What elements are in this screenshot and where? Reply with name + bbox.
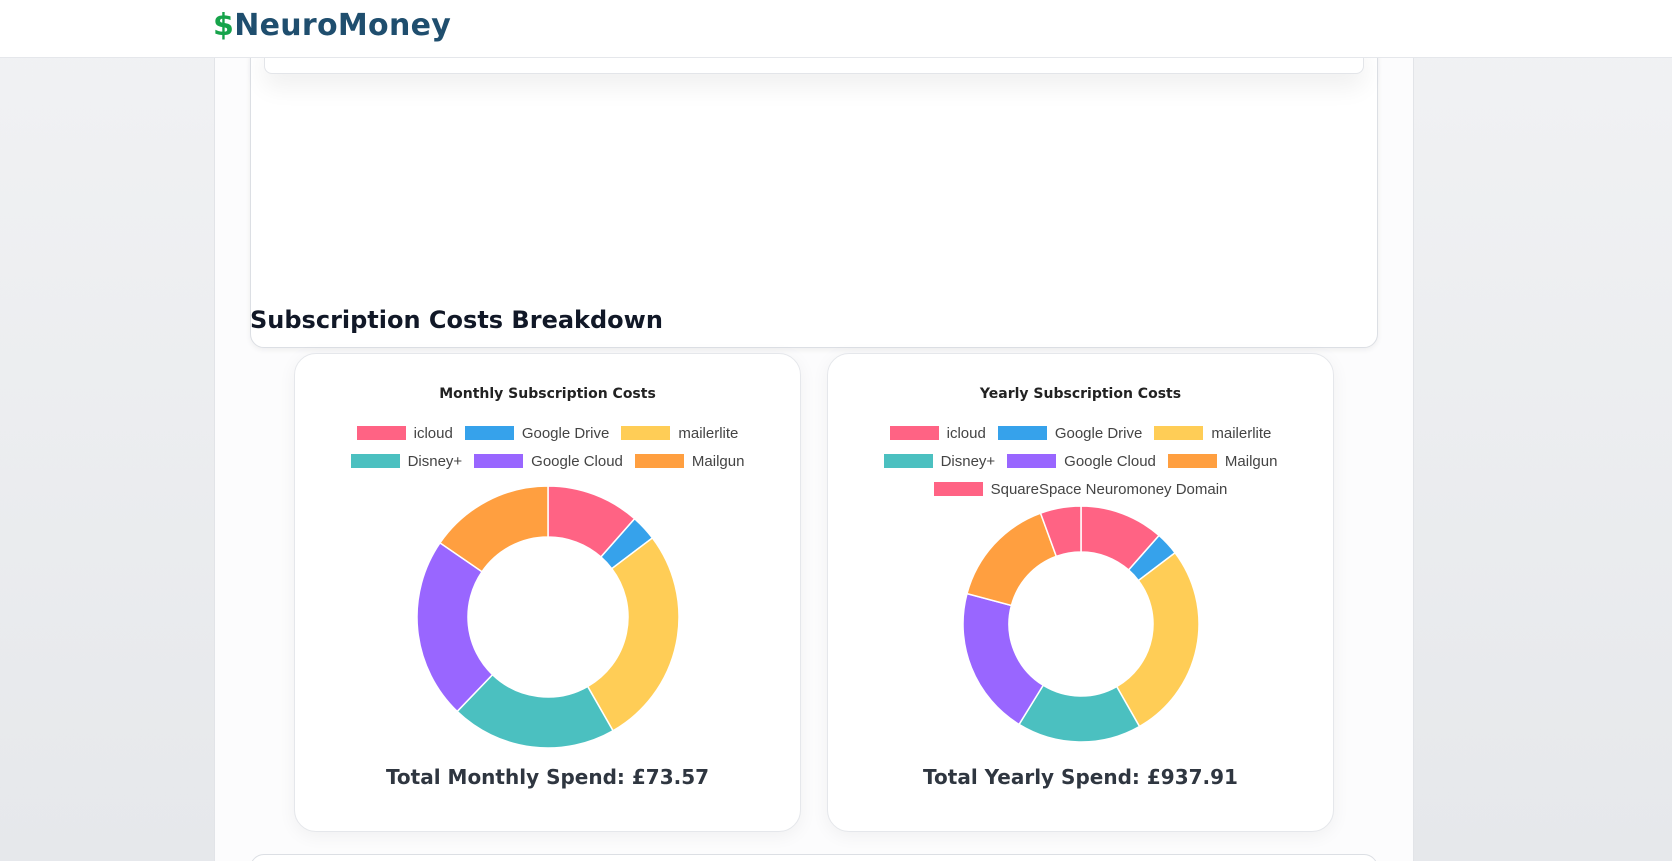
- legend-item-google-drive[interactable]: Google Drive: [464, 424, 610, 442]
- legend-label: mailerlite: [1211, 424, 1272, 442]
- legend-swatch: [883, 454, 933, 468]
- legend-item-disney[interactable]: Disney+: [350, 452, 463, 470]
- bottom-panel-card: [250, 854, 1378, 861]
- legend-swatch: [464, 426, 514, 440]
- legend-item-icloud[interactable]: icloud: [889, 424, 986, 442]
- donut-slice-mailerlite[interactable]: [1115, 551, 1200, 728]
- legend-swatch: [1154, 426, 1204, 440]
- monthly-chart-card: Monthly Subscription Costs icloud Google …: [294, 353, 801, 832]
- monthly-donut-chart: [416, 485, 680, 749]
- legend-swatch: [997, 426, 1047, 440]
- legend-row: icloud Google Drive mailerlite: [356, 422, 738, 444]
- legend-label: Google Cloud: [531, 452, 623, 470]
- legend-swatch: [933, 482, 983, 496]
- legend-item-google-cloud[interactable]: Google Cloud: [1007, 453, 1156, 470]
- donut-slice-mailerlite[interactable]: [586, 536, 680, 732]
- legend-label: Mailgun: [1224, 452, 1278, 470]
- legend-row: SquareSpace Neuromoney Domain: [933, 478, 1228, 500]
- legend-swatch: [474, 454, 524, 468]
- yearly-chart-title: Yearly Subscription Costs: [979, 386, 1182, 402]
- legend-label: SquareSpace Neuromoney Domain: [990, 480, 1228, 498]
- legend-item-mailerlite[interactable]: mailerlite: [621, 425, 738, 442]
- donut-slice-mailgun[interactable]: [438, 485, 549, 573]
- legend-swatch: [1167, 454, 1217, 468]
- legend-label: Disney+: [940, 452, 996, 470]
- legend-label: icloud: [946, 424, 986, 442]
- legend-label: Mailgun: [691, 452, 745, 470]
- legend-item-mailerlite[interactable]: mailerlite: [1154, 425, 1271, 442]
- legend-item-squarespace-neuromoney-domain[interactable]: SquareSpace Neuromoney Domain: [933, 480, 1228, 498]
- legend-item-google-drive[interactable]: Google Drive: [997, 424, 1143, 442]
- legend-row: Disney+ Google Cloud Mailgun: [350, 450, 745, 472]
- section-title: Subscription Costs Breakdown: [250, 306, 663, 334]
- legend-row: Disney+ Google Cloud Mailgun: [883, 450, 1278, 472]
- monthly-chart-title: Monthly Subscription Costs: [439, 386, 656, 402]
- legend-label: Google Drive: [521, 424, 610, 442]
- brand-name: NeuroMoney: [234, 8, 452, 43]
- yearly-donut-chart: [962, 505, 1200, 743]
- donut-slice-squarespace-neuromoney-domain[interactable]: [1039, 505, 1082, 558]
- legend-label: Disney+: [407, 452, 463, 470]
- legend-swatch: [621, 426, 671, 440]
- yearly-chart-legend: icloud Google Drive mailerlite Disney+ Googl…: [828, 422, 1333, 500]
- yearly-chart-card: Yearly Subscription Costs icloud Google D…: [827, 353, 1334, 832]
- legend-swatch: [350, 454, 400, 468]
- brand-logo[interactable]: $NeuroMoney: [213, 8, 451, 43]
- brand-dollar-symbol: $: [213, 8, 235, 43]
- legend-label: icloud: [413, 424, 453, 442]
- top-navbar: $NeuroMoney: [0, 0, 1672, 58]
- legend-swatch: [889, 426, 939, 440]
- legend-swatch: [634, 454, 684, 468]
- monthly-chart-legend: icloud Google Drive mailerlite Disney+ Googl…: [295, 422, 800, 472]
- legend-row: icloud Google Drive mailerlite: [889, 422, 1271, 444]
- legend-item-disney[interactable]: Disney+: [883, 452, 996, 470]
- legend-swatch: [356, 426, 406, 440]
- legend-item-mailgun[interactable]: Mailgun: [634, 452, 745, 470]
- donut-slice-mailgun[interactable]: [966, 512, 1058, 607]
- main-content: Subscription Costs Breakdown Monthly Sub…: [214, 38, 1414, 861]
- yearly-total-spend: Total Yearly Spend: £937.91: [923, 765, 1238, 789]
- legend-item-mailgun[interactable]: Mailgun: [1167, 452, 1278, 470]
- legend-swatch: [1007, 454, 1057, 468]
- legend-label: Google Cloud: [1064, 452, 1156, 470]
- legend-item-google-cloud[interactable]: Google Cloud: [474, 453, 623, 470]
- donut-slice-google-cloud[interactable]: [962, 592, 1045, 726]
- legend-label: mailerlite: [678, 424, 739, 442]
- legend-label: Google Drive: [1054, 424, 1143, 442]
- top-panel-card: [250, 38, 1378, 348]
- monthly-total-spend: Total Monthly Spend: £73.57: [385, 765, 710, 789]
- legend-item-icloud[interactable]: icloud: [356, 424, 453, 442]
